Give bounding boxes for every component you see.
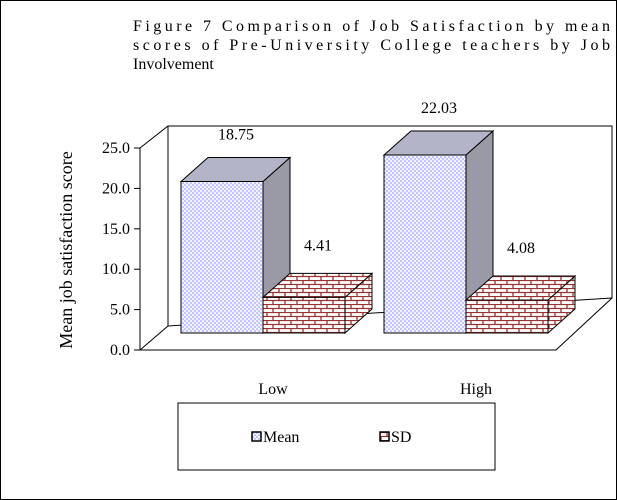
y-tick-label: 5.0 <box>110 302 130 319</box>
data-label: 18.75 <box>218 127 254 144</box>
bar <box>261 272 374 335</box>
y-axis-title: Mean job satisfaction score <box>56 151 76 348</box>
chart-title: Involvement <box>133 56 214 73</box>
data-label: 4.08 <box>507 240 535 257</box>
data-label: 22.03 <box>421 100 457 117</box>
x-tick-label: High <box>460 381 492 398</box>
bar-front <box>262 296 346 334</box>
x-tick-label: Low <box>258 381 288 398</box>
y-tick-label: 20.0 <box>102 180 130 197</box>
y-tick-label: 15.0 <box>102 221 130 238</box>
legend-label: SD <box>391 429 411 446</box>
bar-front <box>383 154 467 334</box>
y-tick-label: 25.0 <box>102 140 130 157</box>
bar-front <box>465 299 549 334</box>
y-tick-label: 0.0 <box>110 342 130 359</box>
legend-swatch <box>251 431 262 442</box>
bar <box>464 274 577 335</box>
data-label: 4.41 <box>304 237 332 254</box>
chart-title: Figure 7 Comparison of Job Satisfaction … <box>133 18 610 35</box>
bar-front <box>180 181 264 334</box>
legend-label: Mean <box>263 429 299 446</box>
legend-box <box>177 402 496 471</box>
y-tick-label: 10.0 <box>102 261 130 278</box>
legend-swatch <box>379 431 390 442</box>
chart-title: scores of Pre-University College teacher… <box>133 37 610 54</box>
